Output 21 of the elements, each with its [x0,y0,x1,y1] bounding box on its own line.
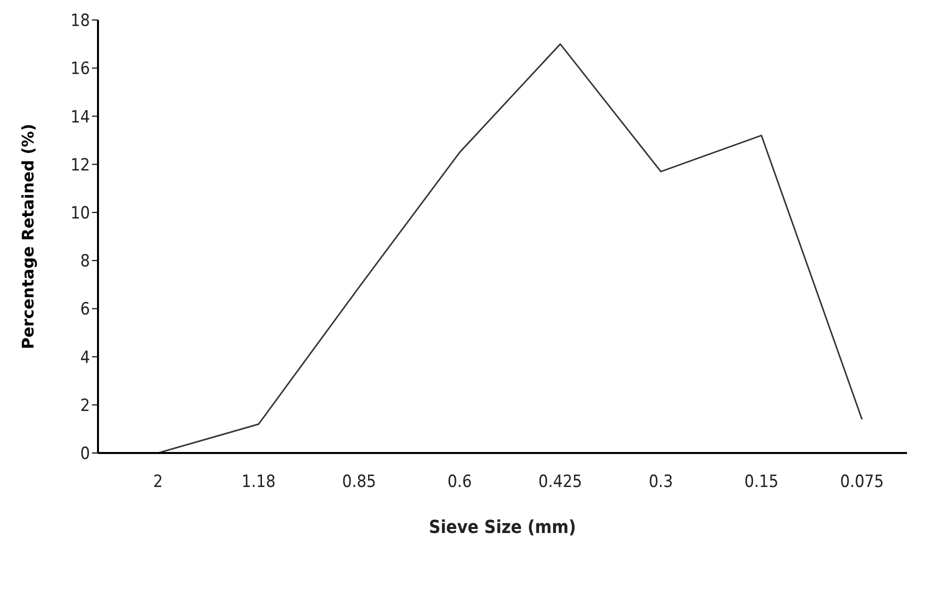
x-tick-label: 1.18 [242,472,276,492]
y-tick-label: 12 [70,155,90,176]
x-tick-label: 0.85 [342,472,376,492]
y-tick-label: 14 [70,107,90,128]
y-tick-label: 8 [80,252,90,272]
x-tick-label: 0.3 [648,472,674,492]
x-axis-title: Sieve Size (mm) [428,517,576,538]
y-tick-label: 2 [80,396,90,416]
y-tick-label: 6 [80,300,90,320]
y-tick-label: 18 [70,11,90,32]
x-tick-label: 2 [153,472,163,492]
y-tick-label: 4 [80,348,90,368]
y-tick-label: 16 [70,59,90,80]
x-tick-label: 0.6 [448,472,472,492]
line-series [157,43,863,453]
x-tick-label: 0.075 [840,472,884,492]
y-tick-label: 10 [70,203,90,224]
x-tick-label: 0.425 [538,472,582,492]
y-tick-label: 0 [80,444,90,464]
x-tick-label: 0.15 [744,472,778,492]
y-axis-title: Percentage Retained (%) [18,124,38,350]
